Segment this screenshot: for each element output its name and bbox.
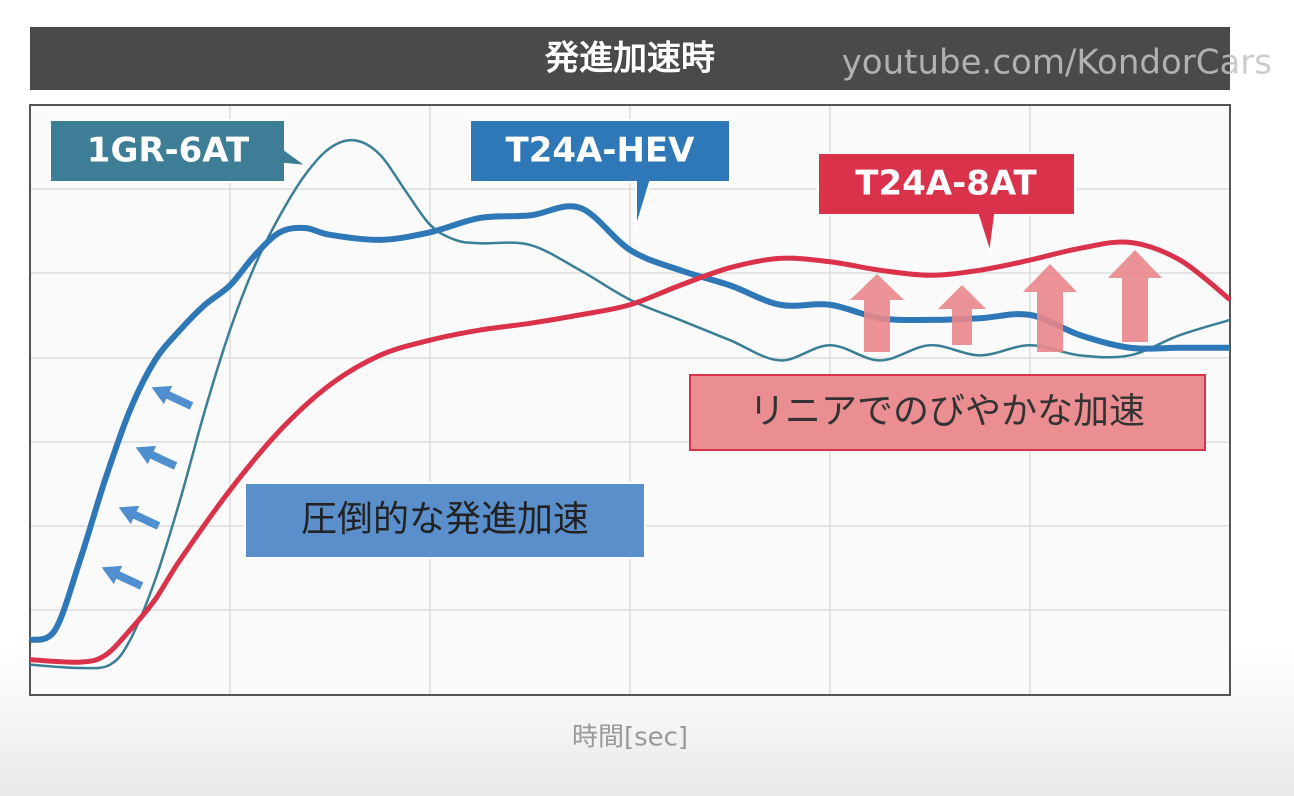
series-line <box>29 138 1231 670</box>
annotation-box <box>244 482 646 559</box>
callout-box <box>817 152 1076 254</box>
annotation: リニアでのびやかな加速 <box>749 391 1145 432</box>
lines <box>28 138 1232 670</box>
series-label: T24A-HEV <box>506 131 696 171</box>
series-line <box>29 239 1232 665</box>
x-axis-label: 時間[sec] <box>572 723 688 753</box>
callout-box <box>469 119 731 229</box>
series-label: T24A-8AT <box>855 164 1037 204</box>
pink-arrows <box>850 250 1162 352</box>
watermark: youtube.com/KondorCars <box>842 43 1272 83</box>
title-bar <box>30 27 1230 90</box>
annotation-box <box>689 374 1206 451</box>
blue-arrows <box>101 385 194 590</box>
series-label: 1GR-6AT <box>87 131 250 171</box>
annotation: 圧倒的な発進加速 <box>301 499 589 540</box>
chart-title: 発進加速時 <box>545 39 715 79</box>
series-line <box>28 203 1230 644</box>
callout-box <box>49 119 311 183</box>
